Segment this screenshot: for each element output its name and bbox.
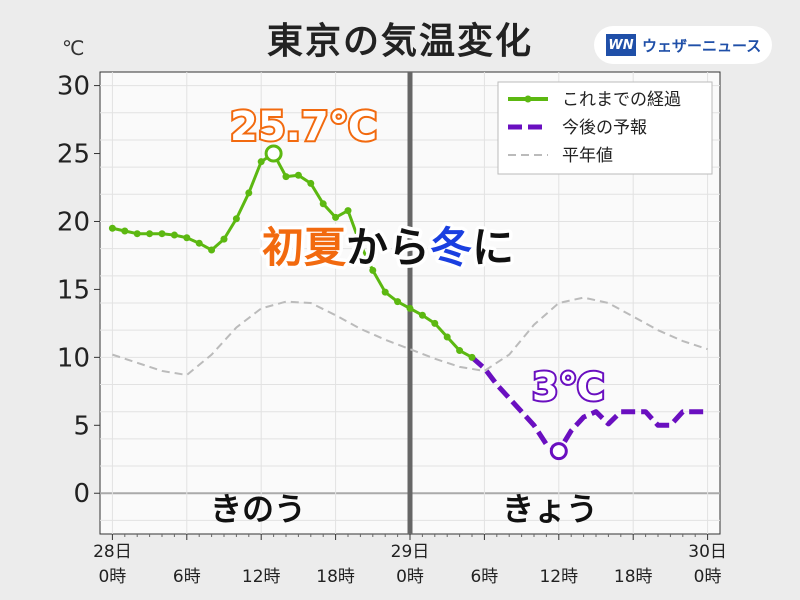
- data-point-observed: [356, 241, 364, 249]
- legend-marker-observed: [524, 95, 532, 103]
- data-point-observed: [195, 239, 203, 247]
- extreme-marker: [549, 442, 568, 461]
- data-point-observed: [232, 215, 240, 223]
- data-point-observed: [344, 207, 352, 215]
- banner-part: 冬: [430, 223, 472, 272]
- data-point-observed: [121, 227, 129, 235]
- tick-label-x-date: 28日: [93, 542, 132, 562]
- series-line-forecast: [470, 355, 708, 454]
- data-point-observed: [257, 158, 265, 166]
- data-point-observed: [443, 333, 451, 341]
- data-point-observed: [245, 189, 253, 197]
- tick-label-x-hour: 18時: [316, 567, 355, 587]
- tick-label-x-date: 30日: [688, 542, 727, 562]
- tick-label-y: 20: [57, 207, 90, 237]
- data-point-observed: [319, 200, 327, 208]
- axes: 0 5 10 15 20 25 30 28日 0時 6時 12時 18時 29日 0時 6時 12時 18時 30…: [57, 72, 727, 587]
- tick-label-x-hour: 12時: [242, 567, 281, 587]
- logo-text: ウェザーニュース: [642, 36, 762, 55]
- data-point-observed: [220, 235, 228, 243]
- series-layer: [108, 72, 708, 534]
- tick-label-y: 25: [57, 140, 90, 170]
- tick-label-x-hour: 0時: [98, 567, 126, 587]
- banner-part: 初夏: [262, 223, 347, 272]
- data-point-observed: [307, 179, 315, 187]
- data-point-observed: [332, 213, 340, 221]
- tick-label-x-hour: 12時: [539, 567, 578, 587]
- logo-icon: WN: [606, 34, 636, 56]
- data-point-observed: [158, 230, 166, 238]
- data-point-observed: [146, 230, 154, 238]
- data-point-observed: [183, 234, 191, 242]
- tick-label-y: 10: [57, 343, 90, 373]
- legend: これまでの経過 今後の予報 平年値: [497, 81, 713, 175]
- tick-label-x-hour: 6時: [470, 567, 498, 587]
- banner-text: 初夏から冬に: [262, 223, 514, 272]
- tick-label-y: 15: [57, 275, 90, 305]
- y-axis-unit: ℃: [62, 36, 85, 60]
- data-point-observed: [394, 298, 402, 306]
- data-point-observed: [468, 353, 476, 361]
- tick-label-x-hour: 6時: [173, 567, 201, 587]
- data-point-observed: [418, 311, 426, 319]
- data-point-observed: [381, 288, 389, 296]
- data-point-observed: [406, 304, 414, 312]
- tick-label-x-date: 29日: [391, 542, 430, 562]
- tick-label-x-hour: 18時: [614, 567, 653, 587]
- data-point-observed: [282, 173, 290, 181]
- tick-label-y: 0: [73, 479, 90, 509]
- min-temp-annotation: 3℃: [532, 365, 604, 409]
- labels-layer: きのう きょう 25.7℃ 3℃ 初夏から冬に: [210, 102, 606, 528]
- legend-label-observed: これまでの経過: [562, 90, 681, 110]
- series-line-normal: [112, 296, 708, 377]
- data-point-observed: [431, 319, 439, 327]
- tick-label-y: 30: [57, 72, 90, 102]
- legend-label-normal: 平年値: [562, 146, 613, 166]
- data-point-observed: [369, 266, 377, 274]
- data-point-observed: [133, 230, 141, 238]
- tick-label-y: 5: [73, 411, 90, 441]
- extreme-marker: [264, 144, 283, 163]
- max-temp-annotation: 25.7℃: [230, 104, 377, 150]
- data-point-observed: [108, 224, 116, 232]
- brand-logo: WN ウェザーニュース: [594, 26, 772, 64]
- data-point-observed: [294, 171, 302, 179]
- banner-part: に: [472, 223, 514, 272]
- data-point-observed: [170, 231, 178, 239]
- data-point-observed: [456, 347, 464, 355]
- legend-label-forecast: 今後の予報: [562, 118, 647, 138]
- day-label-yesterday: きのう: [210, 490, 306, 528]
- page-title: 東京の気温変化: [266, 21, 533, 62]
- banner-part: から: [346, 223, 430, 272]
- data-point-observed: [208, 246, 216, 254]
- tick-label-x-hour: 0時: [396, 567, 424, 587]
- day-label-today: きょう: [502, 490, 598, 528]
- tick-label-x-hour: 0時: [694, 567, 722, 587]
